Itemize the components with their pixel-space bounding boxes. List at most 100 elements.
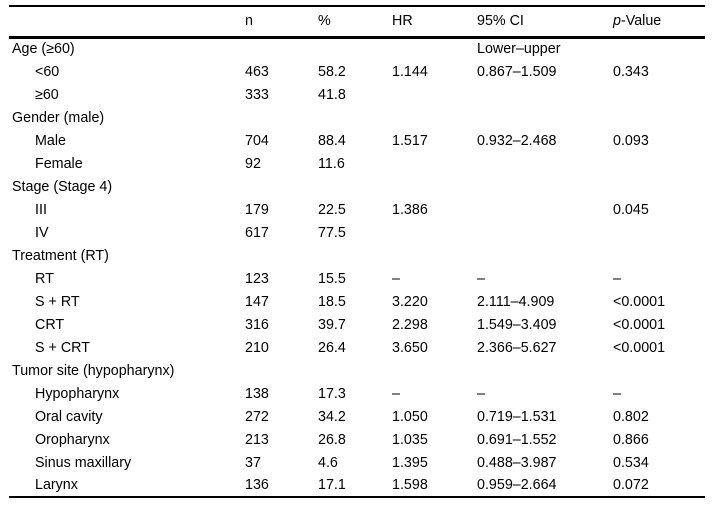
row-label-cell: S + CRT xyxy=(35,339,90,356)
column-header-n: n xyxy=(245,13,253,30)
table-row: Male 704 88.4 1.517 0.932–2.468 0.093 xyxy=(9,129,705,152)
n-cell: 316 xyxy=(245,316,269,333)
ci-cell: 0.488–3.987 xyxy=(477,454,557,471)
row-label-cell: III xyxy=(35,201,47,218)
ci-cell: 0.691–1.552 xyxy=(477,431,557,448)
hr-cell: – xyxy=(392,385,400,402)
p-value-cell: 0.045 xyxy=(613,201,649,218)
table-header: n% HR 95% CI p-Value xyxy=(9,6,705,37)
percent-cell: 26.8 xyxy=(318,431,346,448)
hr-cell: 1.386 xyxy=(392,201,428,218)
n-cell: 704 xyxy=(245,132,269,149)
paper-table-figure: n% HR 95% CI p-Value Age (≥60) Lower–upper <6… xyxy=(9,5,705,498)
hr-cell: 3.220 xyxy=(392,293,428,310)
row-label-cell: Tumor site (hypopharynx) xyxy=(12,362,175,379)
table-row: CRT 316 39.7 2.298 1.549–3.409 <0.0001 xyxy=(9,313,705,336)
n-cell: 92 xyxy=(245,155,261,172)
percent-cell: 77.5 xyxy=(318,224,346,241)
n-cell xyxy=(245,175,318,198)
row-label-cell: Male xyxy=(35,132,66,149)
column-header-p: p-Value xyxy=(613,6,705,37)
hr-cell: 1.598 xyxy=(392,477,428,493)
section-row: Tumor site (hypopharynx) xyxy=(9,359,705,382)
p-value-cell xyxy=(613,152,705,175)
p-value-cell: 0.534 xyxy=(613,454,649,471)
row-label-cell: Female xyxy=(35,155,83,172)
ci-cell xyxy=(477,221,613,244)
ci-cell: 0.719–1.531 xyxy=(477,408,557,425)
n-cell: 123 xyxy=(245,270,269,287)
ci-cell xyxy=(477,175,613,198)
ci-cell: 2.111–4.909 xyxy=(477,293,555,310)
p-value-header-rest: -Value xyxy=(620,13,662,30)
hr-cell: 1.144 xyxy=(392,63,428,80)
ci-cell xyxy=(477,106,613,129)
percent-cell xyxy=(318,359,392,382)
p-value-cell: 0.866 xyxy=(613,431,649,448)
column-header-label xyxy=(9,6,245,37)
table-row: Sinus maxillary 37 4.6 1.395 0.488–3.987 0.53… xyxy=(9,451,705,474)
p-value-cell: 0.802 xyxy=(613,408,649,425)
ci-cell: – xyxy=(477,385,485,402)
percent-cell xyxy=(318,244,392,267)
row-label-cell: S + RT xyxy=(35,293,80,310)
table-body: Age (≥60) Lower–upper <60 463 58.2 1.144 0.867… xyxy=(9,37,705,497)
row-label-cell: Sinus maxillary xyxy=(35,454,132,471)
row-label-cell: CRT xyxy=(35,316,65,333)
percent-cell: 34.2 xyxy=(318,408,346,425)
table-row: Oropharynx 213 26.8 1.035 0.691–1.552 0.866 xyxy=(9,428,705,451)
n-cell xyxy=(245,106,318,129)
row-label-cell: Larynx xyxy=(35,477,78,493)
p-value-cell: 0.093 xyxy=(613,132,649,149)
p-value-cell xyxy=(613,244,705,267)
section-row: Treatment (RT) xyxy=(9,244,705,267)
ci-cell xyxy=(477,198,613,221)
table-row: Female 92 11.6 xyxy=(9,152,705,175)
p-value-cell: – xyxy=(613,385,621,402)
percent-cell: 17.1 xyxy=(318,477,346,493)
section-row: Gender (male) xyxy=(9,106,705,129)
header-row: n% HR 95% CI p-Value xyxy=(9,6,705,37)
p-value-cell xyxy=(613,359,705,382)
n-cell: 210 xyxy=(245,339,269,356)
column-header-hr: HR xyxy=(392,13,413,30)
hr-cell: – xyxy=(392,270,400,287)
row-label-cell: <60 xyxy=(35,63,60,80)
ci-cell: 2.366–5.627 xyxy=(477,339,557,356)
hr-cell: 2.298 xyxy=(392,316,428,333)
n-cell: 272 xyxy=(245,408,269,425)
n-cell: 37 xyxy=(245,454,261,471)
row-label-cell: IV xyxy=(35,224,49,241)
hr-cell xyxy=(392,244,477,267)
hr-cell xyxy=(392,175,477,198)
p-value-cell: 0.343 xyxy=(613,63,649,80)
hr-cell xyxy=(392,83,477,106)
n-cell: 136 xyxy=(245,477,269,493)
hr-cell: 1.395 xyxy=(392,454,428,471)
hr-cell xyxy=(392,37,477,60)
percent-cell: 17.3 xyxy=(318,385,346,402)
ci-cell xyxy=(477,83,613,106)
percent-cell: 41.8 xyxy=(318,86,346,103)
hr-cell xyxy=(392,359,477,382)
percent-cell: 58.2 xyxy=(318,63,346,80)
p-value-cell: 0.072 xyxy=(613,477,649,493)
percent-cell: 39.7 xyxy=(318,316,346,333)
hr-cell xyxy=(392,221,477,244)
ci-cell xyxy=(477,152,613,175)
n-cell xyxy=(245,359,318,382)
n-cell: 617 xyxy=(245,224,269,241)
ci-cell: 0.867–1.509 xyxy=(477,63,557,80)
p-value-header-italic: p xyxy=(613,13,621,30)
table-row: IV 617 77.5 xyxy=(9,221,705,244)
ci-cell: – xyxy=(477,270,485,287)
row-label-cell: Treatment (RT) xyxy=(12,247,109,264)
percent-cell: 4.6 xyxy=(318,454,338,471)
p-value-cell xyxy=(613,175,705,198)
percent-cell: 11.6 xyxy=(318,155,345,172)
ci-cell xyxy=(477,244,613,267)
percent-cell: 26.4 xyxy=(318,339,346,356)
percent-cell xyxy=(318,106,392,129)
p-value-cell: <0.0001 xyxy=(613,339,666,356)
hr-cell xyxy=(392,106,477,129)
